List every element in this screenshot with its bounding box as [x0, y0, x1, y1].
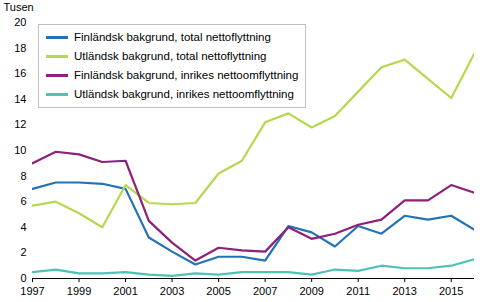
svg-text:1997: 1997 — [20, 285, 44, 297]
svg-text:2001: 2001 — [113, 285, 137, 297]
svg-text:1999: 1999 — [67, 285, 91, 297]
svg-text:2005: 2005 — [206, 285, 230, 297]
svg-text:10: 10 — [14, 144, 26, 156]
svg-text:20: 20 — [14, 16, 26, 28]
svg-text:2007: 2007 — [253, 285, 277, 297]
svg-text:4: 4 — [20, 221, 26, 233]
svg-text:14: 14 — [14, 93, 26, 105]
svg-text:0: 0 — [20, 272, 26, 284]
svg-text:2003: 2003 — [160, 285, 184, 297]
svg-text:2011: 2011 — [346, 285, 370, 297]
svg-text:8: 8 — [20, 170, 26, 182]
svg-text:2009: 2009 — [299, 285, 323, 297]
svg-text:16: 16 — [14, 67, 26, 79]
html-text:Utländsk bakgrund, total netto: Utländsk bakgrund, total nettoflyttning — [74, 50, 267, 62]
svg-text:18: 18 — [14, 42, 26, 54]
svg-text:2: 2 — [20, 246, 26, 258]
svg-text:12: 12 — [14, 118, 26, 130]
svg-text:Tusen: Tusen — [4, 1, 34, 13]
svg-text:6: 6 — [20, 195, 26, 207]
html-text:Utländsk bakgrund, inrikes net: Utländsk bakgrund, inrikes nettoomflyttn… — [74, 88, 294, 100]
html-text:Finländsk bakgrund, total nett: Finländsk bakgrund, total nettoflyttning — [74, 31, 271, 43]
svg-text:2013: 2013 — [392, 285, 416, 297]
svg-text:2015: 2015 — [439, 285, 463, 297]
html-text:Finländsk bakgrund, inrikes ne: Finländsk bakgrund, inrikes nettoomflytt… — [74, 69, 299, 81]
